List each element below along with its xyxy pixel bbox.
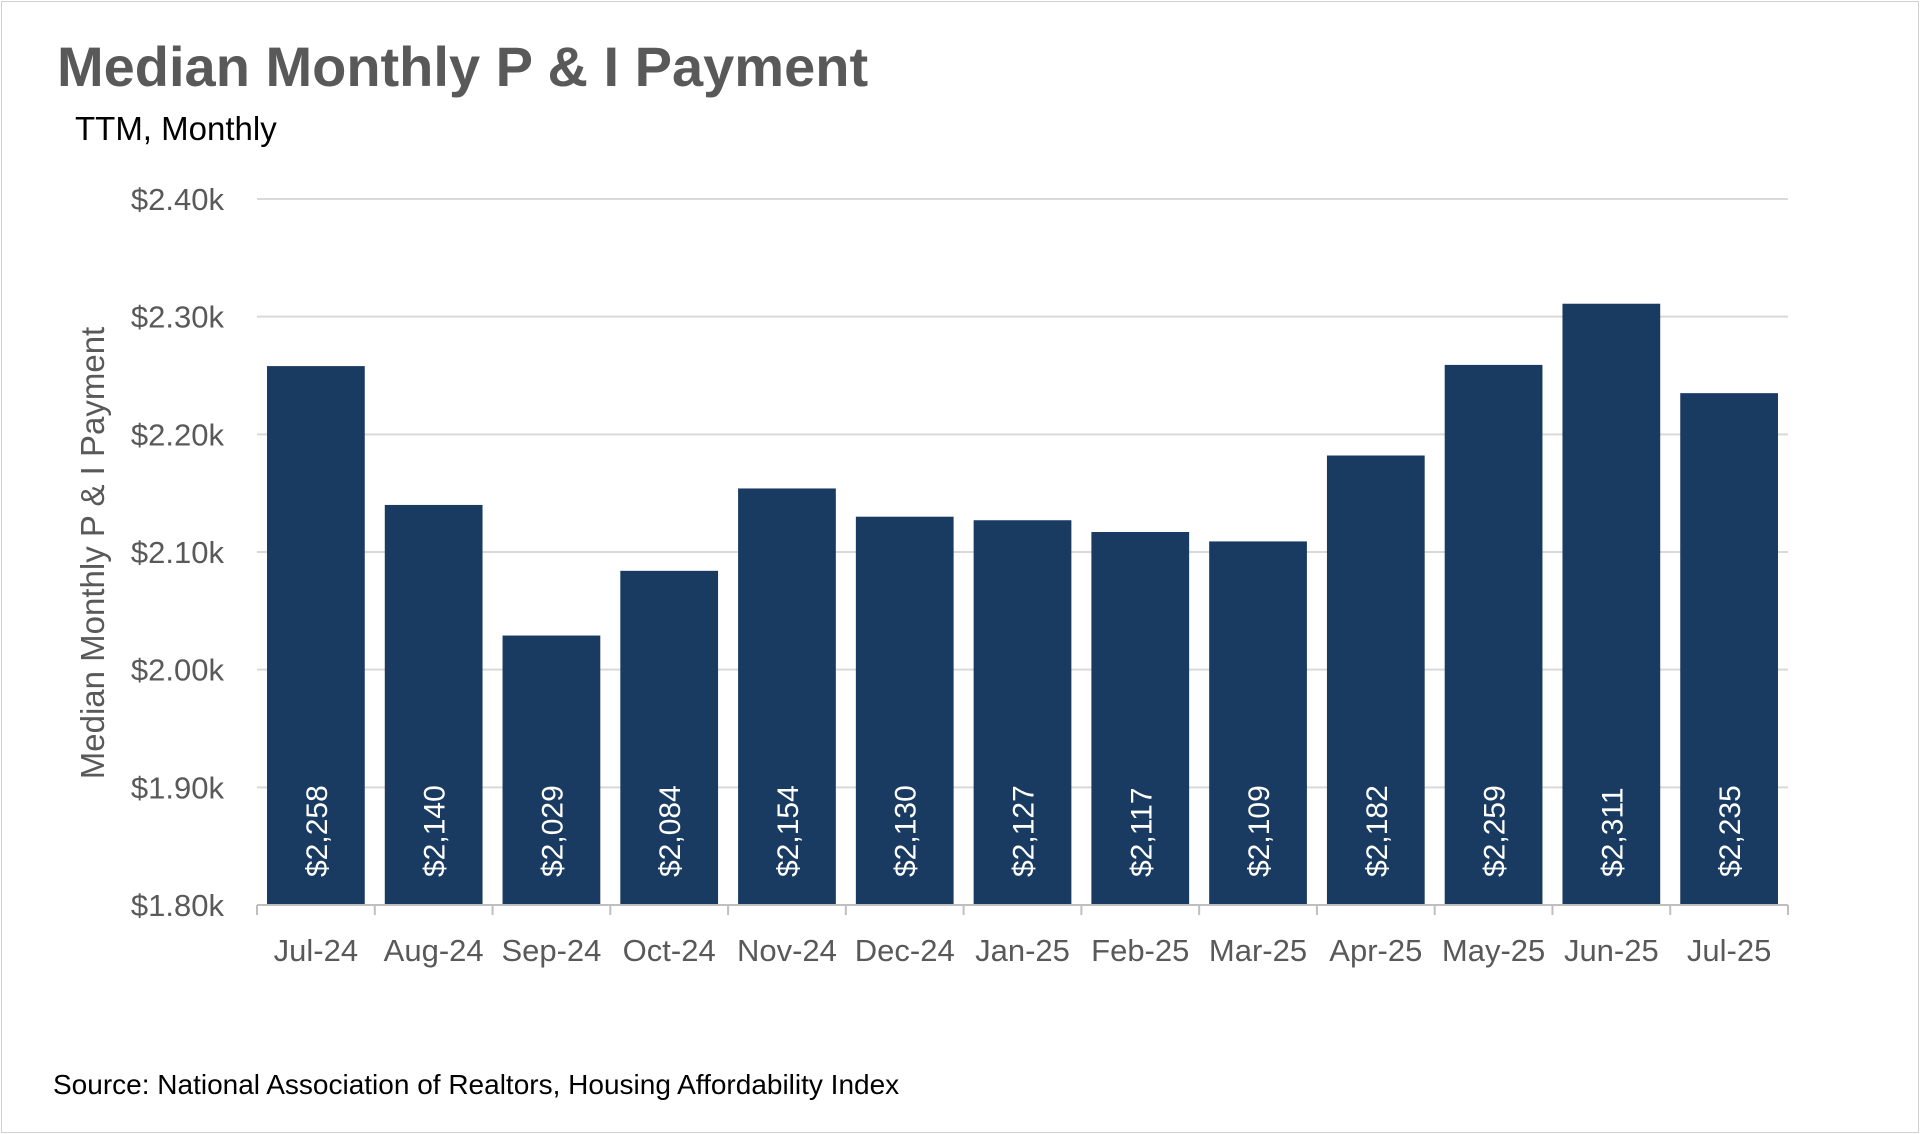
data-labels: $2,258 $2,140 $2,029 $2,084 $2,154 $2,130 $2,1… xyxy=(301,785,1747,877)
x-axis xyxy=(256,904,1789,915)
data-label: $2,259 xyxy=(1479,785,1512,877)
bar xyxy=(855,516,954,905)
bar xyxy=(502,635,601,905)
y-axis-ticks: $1.80k $1.90k $2.00k $2.10k $2.20k $2.30k $2.4… xyxy=(131,182,225,923)
bar xyxy=(384,504,483,905)
y-tick-label: $2.40k xyxy=(131,182,225,217)
bar xyxy=(1680,393,1778,905)
x-axis-ticks: Jul-24 Aug-24 Sep-24 Oct-24 Nov-24 Dec-24 Jan-… xyxy=(274,933,1772,968)
y-tick-label: $1.80k xyxy=(131,888,225,923)
bar xyxy=(1209,541,1307,905)
x-tick-label: Jan-25 xyxy=(975,933,1070,968)
bar xyxy=(738,488,836,905)
x-tick-label: Nov-24 xyxy=(737,933,837,968)
y-tick-label: $2.30k xyxy=(131,300,225,335)
data-label: $2,130 xyxy=(890,785,923,877)
data-label: $2,311 xyxy=(1596,787,1629,877)
x-tick-label: Jun-25 xyxy=(1564,933,1659,968)
y-tick-label: $2.20k xyxy=(131,417,225,452)
bar xyxy=(1562,303,1661,905)
data-label: $2,109 xyxy=(1243,785,1276,877)
data-label: $2,235 xyxy=(1714,785,1747,877)
bar xyxy=(1091,531,1190,905)
bars xyxy=(267,303,1778,905)
y-tick-label: $2.10k xyxy=(131,535,225,570)
data-label: $2,029 xyxy=(536,785,569,877)
x-tick-label: Jul-24 xyxy=(274,933,358,968)
y-tick-label: $2.00k xyxy=(131,653,225,688)
data-label: $2,084 xyxy=(654,785,687,877)
chart-source: Source: National Association of Realtors… xyxy=(53,1069,900,1100)
x-tick-label: Sep-24 xyxy=(501,933,601,968)
chart-title: Median Monthly P & I Payment xyxy=(57,35,869,98)
x-tick-label: Jul-25 xyxy=(1687,933,1771,968)
bar xyxy=(1326,455,1425,905)
x-tick-label: Feb-25 xyxy=(1091,933,1189,968)
y-tick-label: $1.90k xyxy=(131,770,225,805)
bar xyxy=(267,366,365,905)
x-tick-label: Aug-24 xyxy=(384,933,484,968)
y-axis-label: Median Monthly P & I Payment xyxy=(74,327,111,779)
data-label: $2,140 xyxy=(419,785,452,877)
data-label: $2,154 xyxy=(772,785,805,877)
bar xyxy=(973,520,1072,905)
bar xyxy=(620,570,719,905)
data-label: $2,182 xyxy=(1361,785,1394,877)
data-label: $2,117 xyxy=(1125,787,1158,877)
data-label: $2,127 xyxy=(1008,785,1041,877)
x-tick-label: Mar-25 xyxy=(1209,933,1307,968)
chart-subtitle: TTM, Monthly xyxy=(75,110,277,147)
data-label: $2,258 xyxy=(301,785,334,877)
x-tick-label: Oct-24 xyxy=(623,933,716,968)
x-tick-label: Apr-25 xyxy=(1329,933,1422,968)
bar xyxy=(1444,364,1543,905)
x-tick-label: Dec-24 xyxy=(855,933,955,968)
x-tick-label: May-25 xyxy=(1442,933,1545,968)
